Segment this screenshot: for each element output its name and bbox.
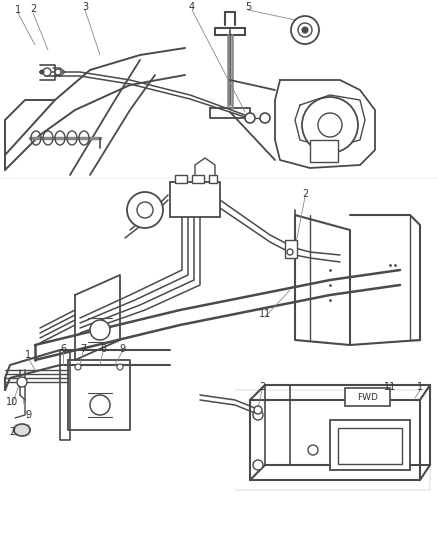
Bar	[14, 424, 30, 436]
Text: 10: 10	[6, 397, 18, 407]
Text: 1: 1	[25, 350, 31, 360]
Circle shape	[55, 69, 61, 75]
Text: 2: 2	[9, 427, 15, 437]
Text: 9: 9	[25, 410, 31, 420]
Bar	[330, 420, 410, 470]
Text: 5: 5	[245, 2, 251, 12]
Bar	[338, 428, 402, 464]
Circle shape	[137, 202, 153, 218]
Text: 11: 11	[384, 382, 396, 392]
Circle shape	[302, 97, 358, 153]
Circle shape	[90, 320, 110, 340]
Circle shape	[254, 406, 262, 414]
Text: 2: 2	[302, 189, 308, 199]
Circle shape	[75, 364, 81, 370]
Circle shape	[253, 460, 263, 470]
Circle shape	[318, 113, 342, 137]
Circle shape	[291, 16, 319, 44]
Bar	[175, 175, 187, 183]
Text: 7: 7	[80, 344, 86, 354]
Text: 4: 4	[189, 2, 195, 12]
Circle shape	[302, 27, 308, 33]
Circle shape	[253, 410, 263, 420]
Bar	[285, 240, 297, 258]
Circle shape	[260, 113, 270, 123]
Bar	[345, 388, 390, 406]
Text: 6: 6	[60, 344, 66, 354]
Text: 11: 11	[259, 309, 271, 319]
Circle shape	[127, 192, 163, 228]
Circle shape	[90, 395, 110, 415]
Text: 3: 3	[82, 2, 88, 12]
Text: 2: 2	[30, 4, 36, 14]
Circle shape	[117, 364, 123, 370]
Text: 9: 9	[119, 344, 125, 354]
Text: 8: 8	[100, 344, 106, 354]
Circle shape	[308, 445, 318, 455]
Text: 1: 1	[417, 382, 423, 392]
Circle shape	[43, 68, 51, 76]
Text: 2: 2	[259, 382, 265, 392]
Bar	[192, 175, 204, 183]
Circle shape	[40, 70, 44, 74]
Text: 1: 1	[15, 5, 21, 15]
Text: FWD: FWD	[357, 393, 378, 402]
Bar	[170, 182, 220, 217]
Circle shape	[298, 23, 312, 37]
Bar	[209, 175, 217, 183]
Circle shape	[287, 249, 293, 255]
Bar	[310, 140, 338, 162]
Circle shape	[245, 113, 255, 123]
Circle shape	[17, 377, 27, 387]
